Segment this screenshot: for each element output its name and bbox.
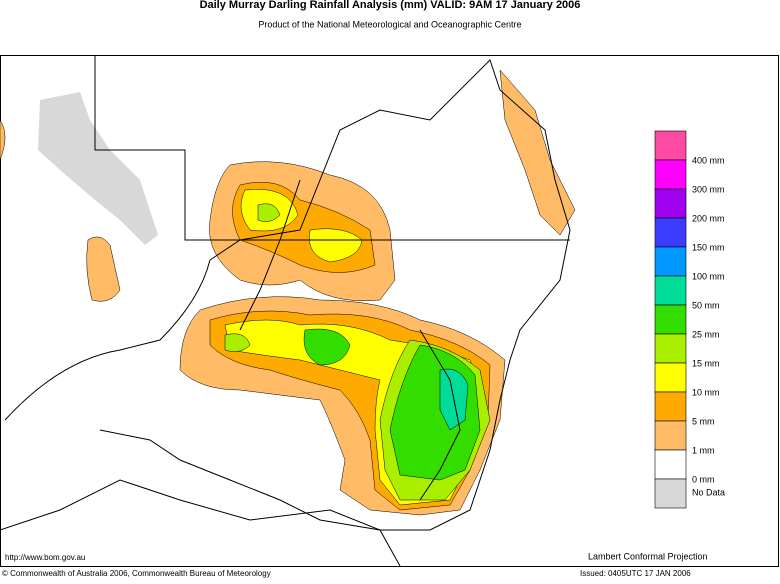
rain-area [499, 69, 576, 236]
issued: Issued: 0405UTC 17 JAN 2006 [580, 569, 691, 578]
rain-area [224, 333, 251, 352]
legend-label: 0 mm [692, 474, 715, 484]
map-body [0, 55, 576, 567]
rain-area [0, 119, 6, 161]
legend-swatch [654, 130, 687, 161]
legend-label: 5 mm [692, 416, 715, 426]
rain-area [86, 236, 121, 302]
legend-swatch [654, 391, 687, 422]
legend-label: 300 mm [692, 184, 725, 194]
copyright: © Commonwealth of Australia 2006, Common… [2, 569, 271, 578]
legend-label: 100 mm [692, 271, 725, 281]
legend-label: 400 mm [692, 155, 725, 165]
legend-label: 15 mm [692, 358, 720, 368]
legend-label: 200 mm [692, 213, 725, 223]
legend-swatch [654, 449, 687, 480]
legend-label: 150 mm [692, 242, 725, 252]
legend-no-data: No Data [692, 487, 725, 497]
rain-area [303, 328, 351, 366]
legend-label: 10 mm [692, 387, 720, 397]
title: Daily Murray Darling Rainfall Analysis (… [200, 0, 581, 11]
legend-label: 1 mm [692, 445, 715, 455]
projection: Lambert Conformal Projection [588, 551, 708, 561]
subtitle: Product of the National Meteorological a… [258, 19, 521, 29]
legend-swatch [654, 275, 687, 306]
legend-swatch [654, 333, 687, 364]
legend-swatch [654, 478, 687, 509]
legend-swatch [654, 304, 687, 335]
no-data-area [38, 92, 158, 245]
legend-swatch [654, 246, 687, 277]
url: http://www.bom.gov.au [5, 553, 85, 562]
legend-swatch [654, 420, 687, 451]
legend-swatch [654, 159, 687, 190]
rain-area [308, 228, 363, 263]
legend-swatch [654, 362, 687, 393]
legend-swatch [654, 217, 687, 248]
legend-swatch [654, 188, 687, 219]
legend: 400 mm 300 mm 200 mm 150 mm 100 mm 50 mm 25 mm… [654, 130, 725, 509]
rain-area [257, 203, 281, 222]
legend-label: 50 mm [692, 300, 720, 310]
legend-label: 25 mm [692, 329, 720, 339]
